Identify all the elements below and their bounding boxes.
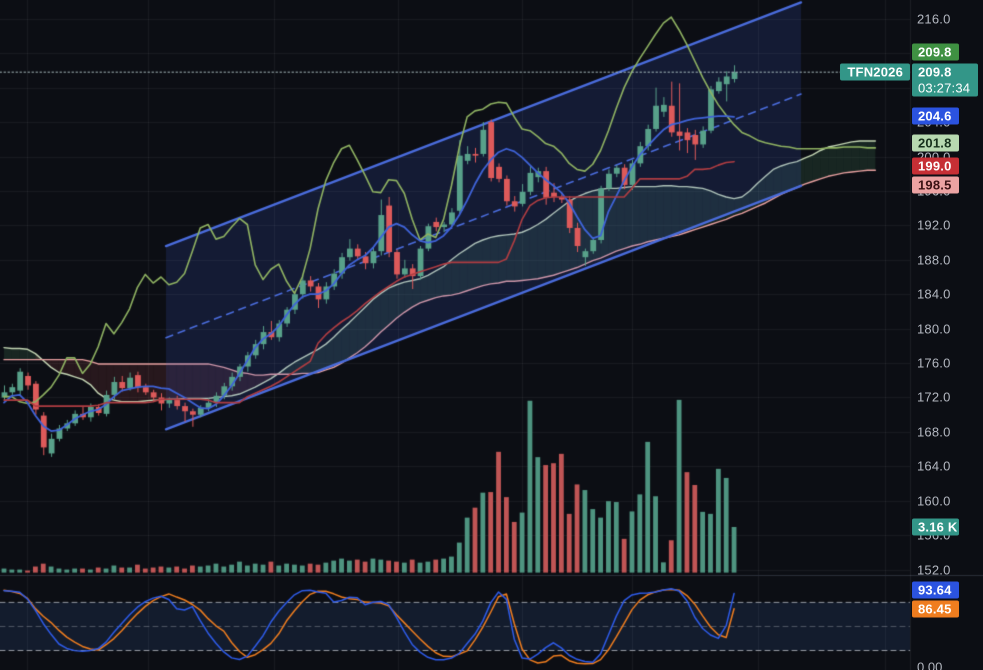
kijun-value-badge: 199.0 <box>912 157 959 174</box>
last-price-badge: 209.8 03:27:34 <box>912 63 978 97</box>
price-tick-label: 160.0 <box>917 493 951 509</box>
volume-value-badge: 3.16 K <box>912 518 959 536</box>
price-tick-label: 168.0 <box>917 424 951 440</box>
symbol-badge: TFN2026 <box>840 63 910 81</box>
bar-countdown: 03:27:34 <box>918 80 971 96</box>
price-tick-label: 152.0 <box>917 562 951 578</box>
last-price-value: 209.8 <box>918 64 952 80</box>
senkou-b-value-badge: 198.5 <box>912 176 959 193</box>
indicator-value-badge-green: 209.8 <box>912 43 959 61</box>
price-tick-label: 216.0 <box>917 11 951 27</box>
stoch-d-value-badge: 86.45 <box>912 600 959 618</box>
senkou-a-value-badge: 201.8 <box>912 134 959 151</box>
oscillator-zero-label: 0.00 <box>917 659 943 670</box>
tenkan-value-badge: 204.6 <box>912 107 959 125</box>
price-tick-label: 164.0 <box>917 458 951 474</box>
price-tick-label: 188.0 <box>917 252 951 268</box>
price-tick-label: 180.0 <box>917 321 951 337</box>
price-tick-label: 172.0 <box>917 389 951 405</box>
price-tick-label: 192.0 <box>917 217 951 233</box>
stoch-k-value-badge: 93.64 <box>912 581 959 599</box>
price-tick-label: 184.0 <box>917 286 951 302</box>
price-tick-label: 176.0 <box>917 355 951 371</box>
